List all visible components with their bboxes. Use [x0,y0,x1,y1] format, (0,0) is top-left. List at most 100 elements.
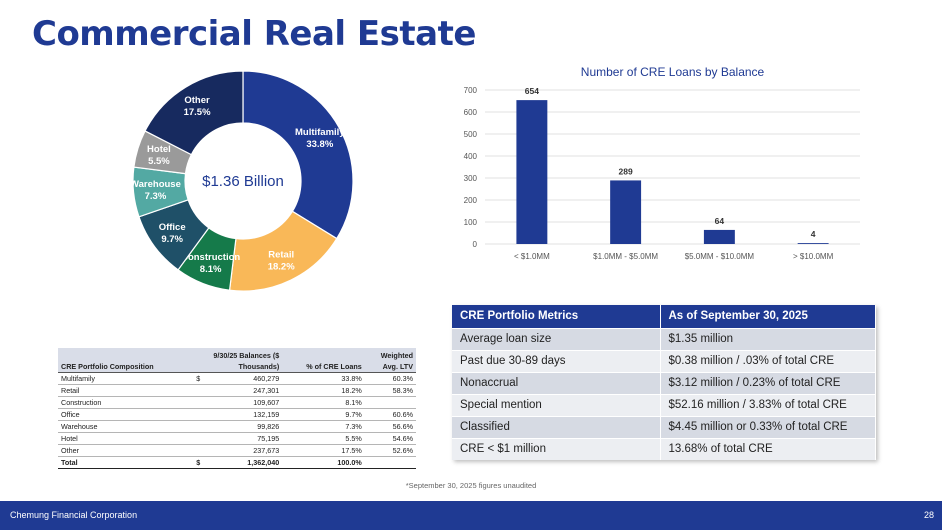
row-name: Retail [58,384,191,397]
y-tick-label: 600 [464,108,478,117]
cre-portfolio-metrics-table: CRE Portfolio Metrics As of September 30… [452,305,876,460]
y-tick-label: 400 [464,152,478,161]
donut-label: Other [184,95,210,106]
pct-header: % of CRE Loans [282,361,365,373]
row-pct: 18.2% [282,384,365,397]
table-row: Construction 109,607 8.1% [58,396,416,409]
table-row: Other 237,673 17.5% 52.6% [58,444,416,457]
metrics-date-header: As of September 30, 2025 [660,305,876,328]
row-ltv: 52.6% [364,444,416,457]
metrics-row: Classified $4.45 million or 0.33% of tota… [452,415,876,438]
metric-label: Nonaccrual [452,371,661,394]
row-pct: 9.7% [282,408,365,421]
row-name: Multifamily [58,372,191,385]
donut-pct: 8.1% [200,264,222,275]
metric-value: $1.35 million [660,327,876,350]
row-ltv: 58.3% [364,384,416,397]
y-tick-label: 500 [464,130,478,139]
company-name: Chemung Financial Corporation [10,510,138,520]
row-name: Hotel [58,432,191,445]
bar [516,100,548,244]
row-name: Other [58,444,191,457]
x-category-label: $5.0MM - $10.0MM [685,252,755,261]
donut-label: Warehouse [130,179,181,190]
row-ltv: 56.6% [364,420,416,433]
balance-header-line1: 9/30/25 Balances ($ [190,348,283,361]
metrics-row: Past due 30-89 days $0.38 million / .03% … [452,349,876,372]
donut-pct: 33.8% [306,139,333,150]
row-balance: 237,673 [203,444,283,457]
y-tick-label: 200 [464,196,478,205]
row-ltv [364,396,416,409]
bar-value-label: 289 [619,166,633,176]
row-balance: 99,826 [203,420,283,433]
row-name: Construction [58,396,191,409]
metric-value: 13.68% of total CRE [660,437,876,460]
bar-value-label: 654 [525,86,539,96]
donut-label: Multifamily [295,127,345,138]
donut-pct: 7.3% [145,191,167,202]
table-row: Office 132,159 9.7% 60.6% [58,408,416,421]
row-pct: 7.3% [282,420,365,433]
cre-portfolio-composition-table: 9/30/25 Balances ($ Weighted CRE Portfol… [58,348,416,469]
x-category-label: $1.0MM - $5.0MM [593,252,658,261]
row-pct: 8.1% [282,396,365,409]
bar [703,229,735,244]
row-dollar [190,444,204,457]
bar [797,243,829,244]
row-ltv: 54.6% [364,432,416,445]
metrics-row: Special mention $52.16 million / 3.83% of… [452,393,876,416]
table-total-row: Total $1,362,040 100.0% [58,456,416,469]
metrics-header: CRE Portfolio Metrics [452,305,661,328]
bar-value-label: 4 [811,229,816,239]
row-balance: 75,195 [203,432,283,445]
metric-label: Average loan size [452,327,661,350]
row-name: Total [58,456,191,469]
donut-pct: 18.2% [268,261,295,272]
table-row: Hotel 75,195 5.5% 54.6% [58,432,416,445]
donut-pct: 5.5% [148,156,170,167]
footer-bar: Chemung Financial Corporation 28 [0,501,942,530]
metric-label: Past due 30-89 days [452,349,661,372]
row-ltv [364,456,416,469]
donut-label: Office [159,222,186,233]
y-tick-label: 0 [473,240,478,249]
table-row: Retail 247,301 18.2% 58.3% [58,384,416,397]
metric-value: $3.12 million / 0.23% of total CRE [660,371,876,394]
row-ltv: 60.6% [364,408,416,421]
y-tick-label: 700 [464,86,478,95]
row-balance: 109,607 [203,396,283,409]
donut-label: Retail [268,249,294,260]
row-pct: 100.0% [282,456,365,469]
row-ltv: 60.3% [364,372,416,385]
page-title: Commercial Real Estate [32,14,476,54]
row-name: Office [58,408,191,421]
donut-pct: 17.5% [184,107,211,118]
bar-value-label: 64 [715,216,725,226]
y-tick-label: 300 [464,174,478,183]
row-pct: 5.5% [282,432,365,445]
metrics-row: Nonaccrual $3.12 million / 0.23% of total… [452,371,876,394]
metrics-row: Average loan size $1.35 million [452,327,876,350]
metric-value: $4.45 million or 0.33% of total CRE [660,415,876,438]
x-category-label: < $1.0MM [514,252,550,261]
row-dollar [190,408,204,421]
donut-center-total: $1.36 Billion [202,173,284,190]
bar [610,180,642,244]
cre-loans-by-balance-bar-chart: Number of CRE Loans by Balance 0 100 200 300… [464,65,860,261]
row-balance: 1,362,040 [203,456,283,469]
row-balance: 247,301 [203,384,283,397]
ltv-header-line2: Avg. LTV [364,361,416,373]
donut-label: Construction [181,252,240,263]
row-balance: 132,159 [203,408,283,421]
row-dollar [190,432,204,445]
bar-chart-title: Number of CRE Loans by Balance [581,65,765,79]
table-row: Warehouse 99,826 7.3% 56.6% [58,420,416,433]
row-pct: 33.8% [282,372,365,385]
row-dollar [190,396,204,409]
donut-slice-other [144,70,244,156]
metric-label: Special mention [452,393,661,416]
donut-label: Hotel [147,144,171,155]
row-dollar [190,420,204,433]
